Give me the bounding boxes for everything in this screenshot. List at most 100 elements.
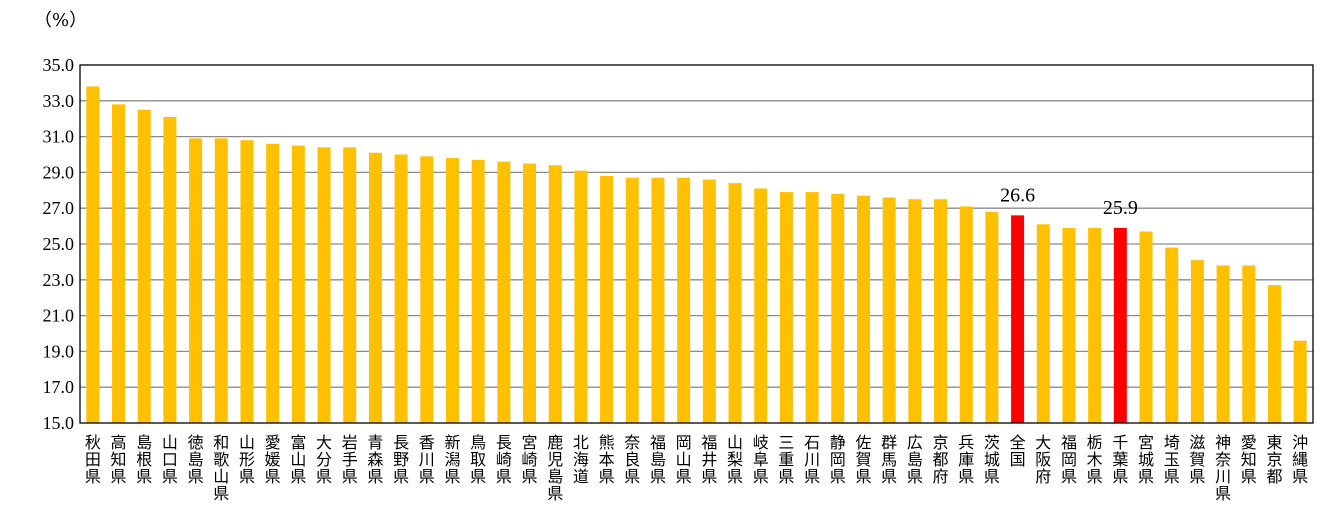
bar xyxy=(1036,224,1050,423)
x-tick-label: 佐賀県 xyxy=(855,433,871,486)
x-tick-label: 全国 xyxy=(1010,433,1026,469)
y-tick-label: 17.0 xyxy=(43,377,75,397)
bars xyxy=(86,86,1307,424)
x-tick-label: 宮城県 xyxy=(1138,433,1154,486)
x-tick-label: 福岡県 xyxy=(1061,433,1077,486)
bar xyxy=(86,86,100,423)
bar xyxy=(343,147,357,423)
bar xyxy=(574,170,588,423)
x-tick-label: 福島県 xyxy=(650,433,666,486)
x-tick-label: 千葉県 xyxy=(1112,433,1128,486)
x-tick-label: 広島県 xyxy=(907,433,923,486)
bar xyxy=(754,188,768,423)
bar xyxy=(1190,260,1204,423)
bar xyxy=(420,156,434,424)
x-tick-label: 埼玉県 xyxy=(1164,433,1180,486)
y-tick-label: 35.0 xyxy=(43,55,75,75)
x-tick-label: 奈良県 xyxy=(624,433,640,486)
x-axis-labels: 秋田県高知県島根県山口県徳島県和歌山県山形県愛媛県富山県大分県岩手県青森県長野県… xyxy=(85,433,1308,503)
bar xyxy=(291,145,305,424)
x-tick-label: 岐阜県 xyxy=(753,433,769,486)
bar xyxy=(882,197,896,423)
y-tick-label: 15.0 xyxy=(43,413,75,433)
x-tick-label: 栃木県 xyxy=(1087,433,1103,486)
bar xyxy=(137,109,151,423)
x-tick-label: 京都府 xyxy=(933,433,949,486)
x-tick-label: 東京都 xyxy=(1266,433,1282,486)
bar xyxy=(214,138,228,423)
x-tick-label: 青森県 xyxy=(367,433,383,486)
bar xyxy=(1139,231,1153,423)
data-label: 25.9 xyxy=(1103,197,1138,219)
bar xyxy=(1113,227,1127,423)
bar xyxy=(1011,215,1025,423)
bar xyxy=(240,140,254,423)
bar xyxy=(394,154,408,423)
y-tick-label: 25.0 xyxy=(43,234,75,254)
bar xyxy=(471,159,485,423)
x-tick-label: 岩手県 xyxy=(342,433,358,486)
bar xyxy=(317,147,331,423)
bar xyxy=(1293,340,1307,423)
x-tick-label: 群馬県 xyxy=(881,433,897,486)
y-tick-label: 19.0 xyxy=(43,341,75,361)
data-label: 26.6 xyxy=(1000,184,1035,206)
x-tick-label: 山梨県 xyxy=(727,433,743,486)
x-tick-label: 高知県 xyxy=(111,433,127,486)
x-tick-label: 長崎県 xyxy=(496,433,512,486)
x-tick-label: 滋賀県 xyxy=(1189,433,1205,486)
bar xyxy=(831,193,845,423)
bar xyxy=(702,179,716,423)
bar xyxy=(651,177,665,423)
x-tick-label: 鳥取県 xyxy=(470,433,486,486)
y-tick-label: 29.0 xyxy=(43,162,75,182)
bar xyxy=(805,192,819,423)
bar xyxy=(189,138,203,423)
x-tick-label: 山口県 xyxy=(162,433,178,486)
x-tick-label: 長野県 xyxy=(393,433,409,486)
bar xyxy=(1267,285,1281,423)
bar xyxy=(1165,247,1179,423)
bar xyxy=(959,206,973,423)
x-tick-label: 茨城県 xyxy=(984,433,1000,486)
x-tick-label: 富山県 xyxy=(290,433,306,486)
bar xyxy=(112,104,126,423)
x-tick-label: 愛媛県 xyxy=(265,433,281,486)
grid-lines xyxy=(80,100,1313,388)
bar xyxy=(677,177,691,423)
x-tick-label: 沖縄県 xyxy=(1292,433,1308,486)
x-tick-label: 香川県 xyxy=(419,433,435,486)
bar xyxy=(1242,265,1256,423)
x-tick-label: 和歌山県 xyxy=(213,433,229,503)
bar xyxy=(266,143,280,423)
y-tick-label: 33.0 xyxy=(43,91,75,111)
bar xyxy=(934,199,948,423)
bar xyxy=(548,165,562,424)
bar xyxy=(445,158,459,423)
x-tick-label: 静岡県 xyxy=(830,433,846,486)
x-tick-label: 北海道 xyxy=(573,433,589,486)
x-tick-label: 秋田県 xyxy=(85,433,101,486)
x-tick-label: 愛知県 xyxy=(1241,433,1257,486)
x-tick-label: 島根県 xyxy=(136,433,152,486)
plot-frame xyxy=(79,64,1314,424)
bar xyxy=(163,116,177,423)
x-tick-label: 福井県 xyxy=(701,433,717,486)
data-labels: 26.6 25.9 xyxy=(1000,184,1138,219)
x-tick-label: 兵庫県 xyxy=(958,433,974,486)
bar xyxy=(368,152,382,423)
y-tick-label: 31.0 xyxy=(43,127,75,147)
bar xyxy=(625,177,639,423)
x-tick-label: 徳島県 xyxy=(188,433,204,486)
y-axis-ticks: 15.0 17.0 19.0 21.0 23.0 25.0 27.0 29.0 31.0 33.0… xyxy=(43,55,75,433)
y-tick-label: 21.0 xyxy=(43,306,75,326)
unit-label: （%） xyxy=(34,10,87,31)
x-tick-label: 山形県 xyxy=(239,433,255,486)
x-tick-label: 宮崎県 xyxy=(522,433,538,486)
x-tick-label: 鹿児島県 xyxy=(547,433,563,503)
bar xyxy=(856,195,870,423)
x-tick-label: 大分県 xyxy=(316,433,332,486)
bar xyxy=(497,161,511,423)
bar xyxy=(600,175,614,423)
